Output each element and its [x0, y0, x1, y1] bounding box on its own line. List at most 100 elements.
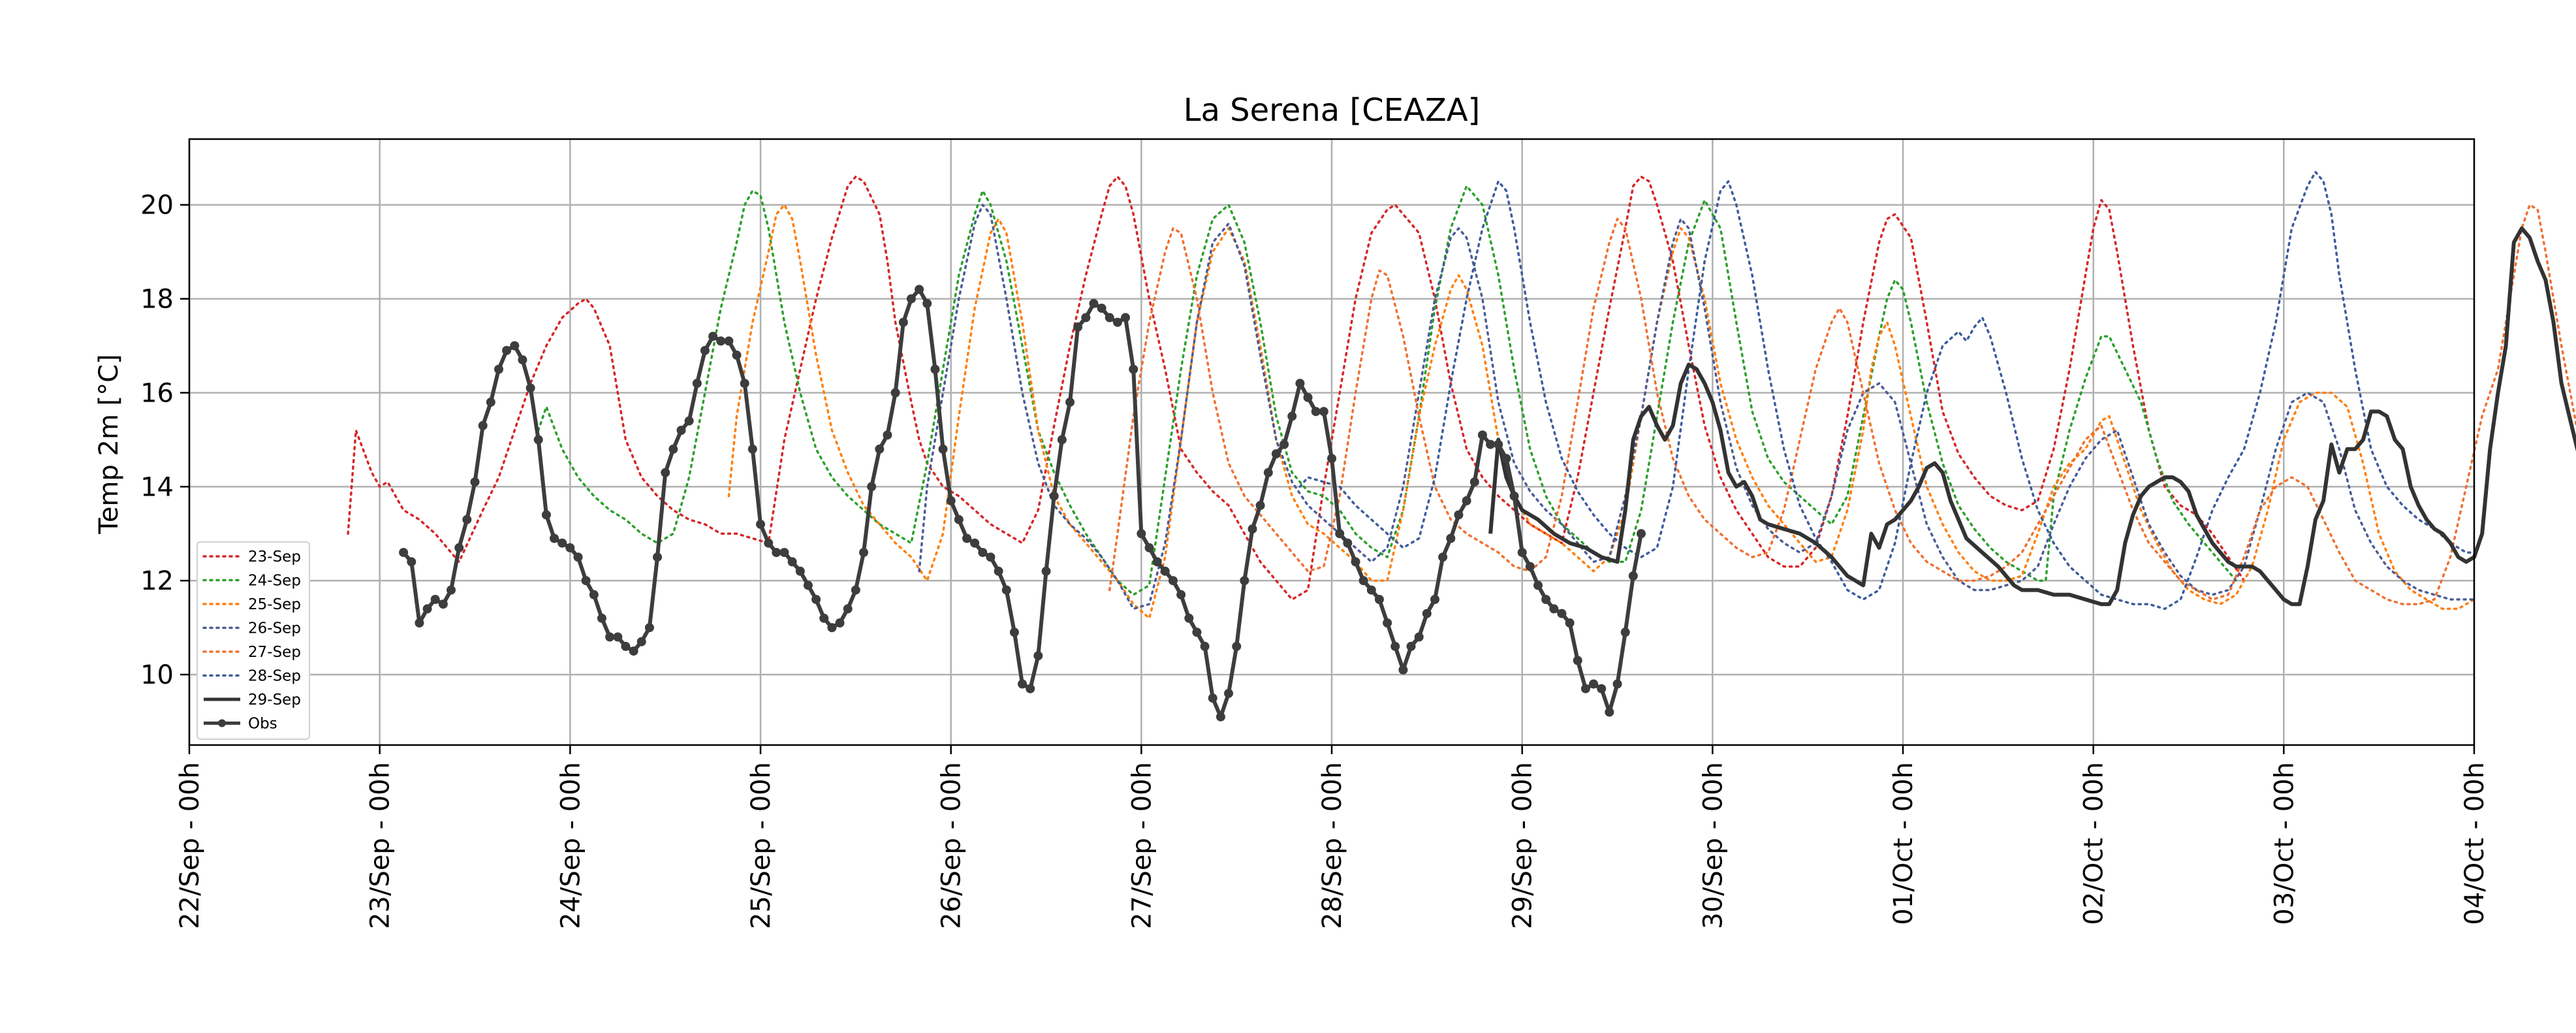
x-tick-label: 24/Sep - 00h: [556, 762, 586, 929]
obs-point: [1105, 313, 1114, 323]
obs-point: [502, 345, 512, 355]
obs-point: [1589, 679, 1598, 689]
obs-point: [470, 477, 480, 487]
obs-point: [1637, 529, 1646, 539]
obs-point: [1573, 656, 1582, 665]
legend-label: 26-Sep: [248, 620, 301, 637]
y-axis: 10 12 14 16 18 20: [140, 191, 189, 690]
obs-point: [835, 618, 845, 628]
obs-point: [1501, 454, 1511, 464]
obs-point: [1343, 538, 1353, 548]
obs-point: [1541, 595, 1551, 604]
legend-label: 28-Sep: [248, 668, 301, 685]
obs-point: [1517, 548, 1527, 558]
obs-point: [1494, 439, 1503, 449]
obs-point: [1533, 580, 1543, 590]
obs-point: [1057, 435, 1067, 445]
obs-point: [1192, 628, 1202, 637]
legend-marker: [218, 719, 226, 727]
series-line-23-sep: [347, 175, 2246, 601]
obs-point: [764, 538, 774, 548]
obs-point: [1144, 543, 1154, 552]
obs-point: [795, 566, 805, 576]
obs-point: [1557, 609, 1567, 618]
legend-label: 25-Sep: [248, 596, 301, 613]
obs-point: [890, 388, 900, 398]
obs-point: [462, 515, 472, 524]
x-tick-label: 28/Sep - 00h: [1317, 762, 1347, 929]
obs-point: [1303, 392, 1313, 402]
obs-point: [803, 580, 813, 590]
obs-point: [636, 637, 646, 646]
y-axis-label: Temp 2m [°C]: [94, 354, 124, 535]
obs-point: [1081, 313, 1091, 323]
obs-point: [930, 364, 940, 374]
obs-point: [1374, 595, 1384, 604]
obs-point: [1509, 491, 1519, 501]
obs-point: [747, 444, 757, 454]
y-tick-label: 20: [140, 191, 174, 221]
x-axis: 22/Sep - 00h 23/Sep - 00h 24/Sep - 00h 25/S…: [175, 745, 2490, 929]
obs-point: [629, 646, 638, 656]
obs-point: [1398, 665, 1408, 675]
series-line-28-sep: [1298, 170, 2475, 611]
obs-point: [407, 557, 416, 567]
obs-point: [787, 557, 797, 567]
obs-point: [1414, 632, 1424, 642]
obs-point: [597, 613, 606, 623]
obs-point: [1311, 407, 1321, 417]
obs-point: [724, 336, 734, 346]
x-tick-label: 22/Sep - 00h: [175, 762, 205, 929]
obs-point: [613, 632, 623, 642]
obs-point: [1049, 491, 1059, 501]
obs-point: [732, 350, 742, 360]
obs-point: [1160, 566, 1170, 576]
y-tick-label: 16: [140, 378, 174, 408]
obs-point: [661, 468, 670, 477]
obs-point: [954, 515, 964, 524]
obs-point: [1446, 533, 1456, 543]
x-tick-label: 02/Oct - 00h: [2079, 762, 2109, 925]
legend-box: [196, 541, 310, 740]
obs-point: [494, 364, 503, 374]
obs-point: [970, 538, 980, 548]
obs-point: [454, 543, 464, 552]
obs-point: [1319, 407, 1328, 417]
obs-point: [1327, 454, 1336, 464]
y-tick-label: 18: [140, 285, 174, 315]
obs-point: [1335, 529, 1345, 539]
series-layer: [347, 170, 2576, 722]
obs-point: [1168, 576, 1178, 586]
obs-point: [906, 294, 916, 304]
obs-point: [644, 623, 654, 633]
obs-point: [898, 317, 908, 327]
obs-point: [1406, 641, 1416, 651]
obs-point: [708, 332, 718, 342]
obs-point: [1620, 628, 1630, 637]
obs-point: [1271, 449, 1281, 458]
obs-point: [415, 618, 424, 628]
obs-point: [1073, 322, 1083, 332]
obs-point: [779, 548, 789, 558]
obs-point: [1089, 298, 1099, 308]
obs-point: [1605, 707, 1614, 717]
obs-point: [581, 576, 591, 586]
obs-point: [1462, 496, 1471, 505]
obs-point: [1255, 501, 1265, 511]
obs-point: [1366, 585, 1376, 595]
obs-point: [1097, 304, 1107, 313]
legend-label: 29-Sep: [248, 691, 301, 708]
obs-point: [1200, 641, 1210, 651]
obs-point: [843, 604, 853, 614]
obs-point: [1240, 576, 1249, 586]
obs-point: [565, 543, 575, 552]
obs-point: [1454, 510, 1464, 520]
obs-point: [851, 585, 860, 595]
obs-point: [1580, 684, 1590, 693]
obs-point: [518, 355, 527, 365]
obs-point: [700, 345, 710, 355]
obs-point: [1065, 397, 1075, 407]
obs-point: [550, 533, 559, 543]
obs-point: [1628, 571, 1638, 580]
obs-point: [1383, 618, 1392, 628]
